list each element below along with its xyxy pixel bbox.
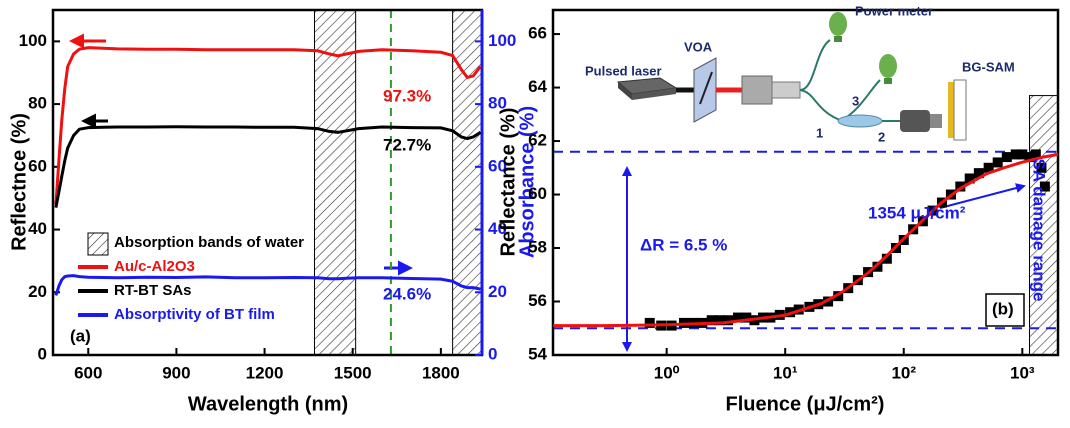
damage-band bbox=[1029, 95, 1059, 356]
data-point bbox=[983, 162, 994, 173]
x-tick-label: 1800 bbox=[422, 363, 460, 382]
annotation: 24.6% bbox=[383, 284, 431, 303]
data-point bbox=[644, 317, 655, 328]
y2-tick-label: 60 bbox=[488, 156, 507, 175]
y2-tick-label: 40 bbox=[488, 219, 507, 238]
x-tick-label: 10² bbox=[891, 363, 916, 382]
legend-label: Absorptivity of BT film bbox=[114, 306, 275, 323]
data-point bbox=[714, 315, 725, 326]
legend-label: RT-BT SAs bbox=[114, 282, 192, 299]
y2-tick-label: 100 bbox=[488, 31, 516, 50]
x-tick-label: 10³ bbox=[1010, 363, 1035, 382]
x-axis-title: Fluence (μJ/cm²) bbox=[726, 393, 885, 415]
data-point bbox=[706, 315, 717, 326]
y-tick-label: 0 bbox=[38, 344, 47, 363]
plot-frame bbox=[551, 8, 1060, 357]
legend-label: Au/c-Al2O3 bbox=[114, 258, 195, 275]
inset-label: VOA bbox=[684, 39, 713, 54]
legend-label: Absorption bands of water bbox=[114, 234, 304, 251]
setup-inset bbox=[616, 12, 967, 141]
inset-label: 3 bbox=[852, 93, 859, 108]
data-point bbox=[1030, 149, 1041, 160]
y-tick-label: 62 bbox=[528, 131, 547, 150]
data-point bbox=[1036, 162, 1047, 173]
data-point bbox=[733, 312, 744, 323]
x-tick-label: 1500 bbox=[334, 363, 372, 382]
y-tick-label: 66 bbox=[528, 24, 547, 43]
data-point bbox=[955, 181, 966, 192]
data-point bbox=[833, 291, 844, 302]
annotation: SA damage range bbox=[1030, 159, 1049, 302]
y-tick-label: 56 bbox=[528, 291, 547, 310]
y2-tick-label: 0 bbox=[488, 344, 497, 363]
data-point bbox=[881, 253, 892, 264]
y-tick-label: 58 bbox=[528, 238, 547, 257]
x-tick-label: 1200 bbox=[246, 363, 284, 382]
y-tick-label: 40 bbox=[28, 219, 47, 238]
y2-axis-title: Absorbance (%) bbox=[516, 106, 538, 258]
data-point bbox=[1017, 149, 1028, 160]
series-line bbox=[54, 46, 482, 205]
series-line bbox=[54, 274, 481, 296]
y-tick-label: 80 bbox=[28, 94, 47, 113]
x-tick-label: 10⁰ bbox=[654, 363, 680, 382]
y-tick-label: 64 bbox=[528, 77, 547, 96]
annotation: (a) bbox=[70, 326, 91, 345]
y2-tick-label: 80 bbox=[488, 94, 507, 113]
data-point bbox=[1001, 152, 1012, 163]
inset-label: BG-SAM bbox=[962, 59, 1015, 74]
y2-tick-label: 20 bbox=[488, 282, 507, 301]
series-line bbox=[553, 152, 1059, 328]
inset-label: Power meter bbox=[855, 3, 933, 18]
data-point bbox=[1010, 149, 1021, 160]
y-tick-label: 54 bbox=[528, 344, 547, 363]
y-tick-label: 20 bbox=[28, 282, 47, 301]
y-axis-title: Reflectance (%) bbox=[497, 108, 519, 257]
data-point bbox=[723, 315, 734, 326]
y-tick-label: 60 bbox=[528, 184, 547, 203]
data-point bbox=[973, 168, 984, 179]
legend-swatch bbox=[87, 232, 109, 256]
data-point bbox=[992, 157, 1003, 168]
data-point bbox=[741, 312, 752, 323]
annotation: 72.7% bbox=[383, 135, 431, 154]
annotation: (b) bbox=[992, 299, 1014, 318]
y-tick-label: 60 bbox=[28, 156, 47, 175]
x-tick-label: 600 bbox=[74, 363, 102, 382]
data-point bbox=[1039, 181, 1050, 192]
annotation: 97.3% bbox=[383, 86, 431, 105]
x-tick-label: 900 bbox=[162, 363, 190, 382]
series-line bbox=[54, 125, 482, 208]
water-band bbox=[314, 9, 357, 356]
annotation: 1354 μJ/cm² bbox=[868, 203, 966, 222]
inset-label: 2 bbox=[878, 129, 885, 144]
inset-label: Pulsed laser bbox=[585, 63, 662, 78]
y-axis-title: Reflectnce (%) bbox=[8, 113, 30, 251]
inset-label: 1 bbox=[816, 125, 823, 140]
data-point bbox=[1024, 152, 1035, 163]
data-point bbox=[872, 261, 883, 272]
y-tick-label: 100 bbox=[19, 31, 47, 50]
arrow bbox=[939, 183, 1026, 209]
label-box bbox=[985, 293, 1025, 327]
x-axis-title: Wavelength (nm) bbox=[188, 393, 348, 415]
annotation: ΔR = 6.5 % bbox=[640, 235, 727, 254]
x-tick-label: 10¹ bbox=[773, 363, 798, 382]
data-point bbox=[964, 173, 975, 184]
